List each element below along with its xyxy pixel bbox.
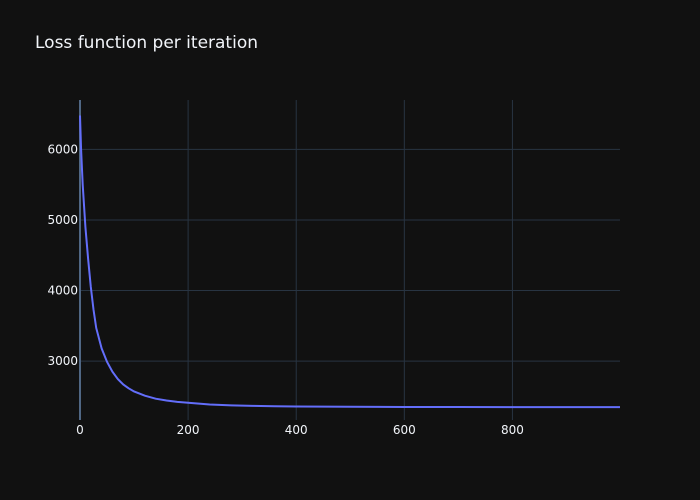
x-tick-label: 600 — [393, 423, 416, 437]
x-tick-label: 200 — [177, 423, 200, 437]
series-layer — [79, 115, 621, 409]
chart-title: Loss function per iteration — [35, 33, 259, 53]
y-tick-label: 3000 — [47, 354, 78, 368]
y-tick-label: 6000 — [47, 142, 78, 156]
x-tick-label: 800 — [501, 423, 524, 437]
grid-layer — [79, 100, 620, 420]
x-tick-label: 0 — [76, 423, 84, 437]
loss-series-line — [79, 115, 621, 409]
x-tick-label: 400 — [285, 423, 308, 437]
tick-labels: 3000 4000 5000 6000 0 200 400 600 800 — [47, 142, 523, 437]
y-tick-label: 4000 — [47, 284, 78, 298]
y-tick-label: 5000 — [47, 213, 78, 227]
